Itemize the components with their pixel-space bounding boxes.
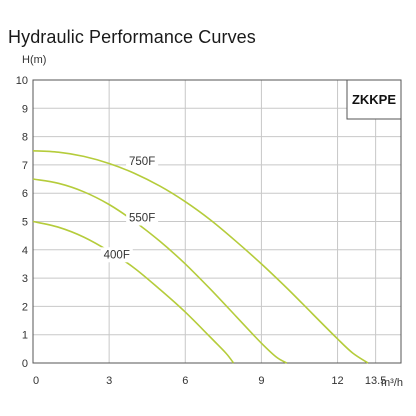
y-tick-label: 5 — [22, 217, 28, 229]
y-tick-label: 4 — [22, 245, 28, 257]
curves — [32, 150, 369, 364]
y-tick-label: 6 — [22, 188, 28, 200]
y-tick-label: 9 — [22, 103, 28, 115]
x-tick-label: 9 — [258, 375, 264, 387]
curve-400F — [32, 220, 235, 364]
y-tick-labels: 0 1 2 3 4 5 6 7 8 9 10 — [16, 75, 28, 370]
curve-550F — [32, 178, 288, 364]
curve-label-bg — [126, 153, 159, 169]
curve-label-bg — [100, 247, 133, 263]
curve-label-bg — [126, 210, 159, 226]
x-tick-labels: 0 3 6 9 12 13.5 — [33, 375, 386, 387]
curve-750F — [32, 150, 369, 364]
x-tick-label: 6 — [182, 375, 188, 387]
curve-label-550F: 550F — [129, 213, 155, 225]
y-tick-label: 3 — [22, 273, 28, 285]
curve-label-400F: 400F — [104, 249, 130, 261]
grid — [32, 79, 401, 364]
y-axis-label: H(m) — [22, 54, 46, 66]
curve-labels: 750F 550F 400F — [100, 153, 159, 263]
y-tick-label: 1 — [22, 330, 28, 342]
y-tick-label: 2 — [22, 301, 28, 313]
x-tick-label: 0 — [33, 375, 39, 387]
x-tick-label: 12 — [331, 375, 343, 387]
x-tick-label: 3 — [106, 375, 112, 387]
chart-title: Hydraulic Performance Curves — [8, 27, 256, 47]
model-label: ZKKPE — [352, 92, 396, 107]
y-tick-label: 0 — [22, 358, 28, 370]
y-tick-label: 10 — [16, 75, 28, 87]
x-axis-label: m³/h — [381, 377, 403, 389]
curve-label-750F: 750F — [129, 156, 155, 168]
model-label-box — [346, 79, 402, 120]
model-box: ZKKPE — [346, 79, 402, 120]
y-tick-label: 8 — [22, 132, 28, 144]
x-tick-label: 13.5 — [365, 375, 386, 387]
y-tick-label: 7 — [22, 160, 28, 172]
